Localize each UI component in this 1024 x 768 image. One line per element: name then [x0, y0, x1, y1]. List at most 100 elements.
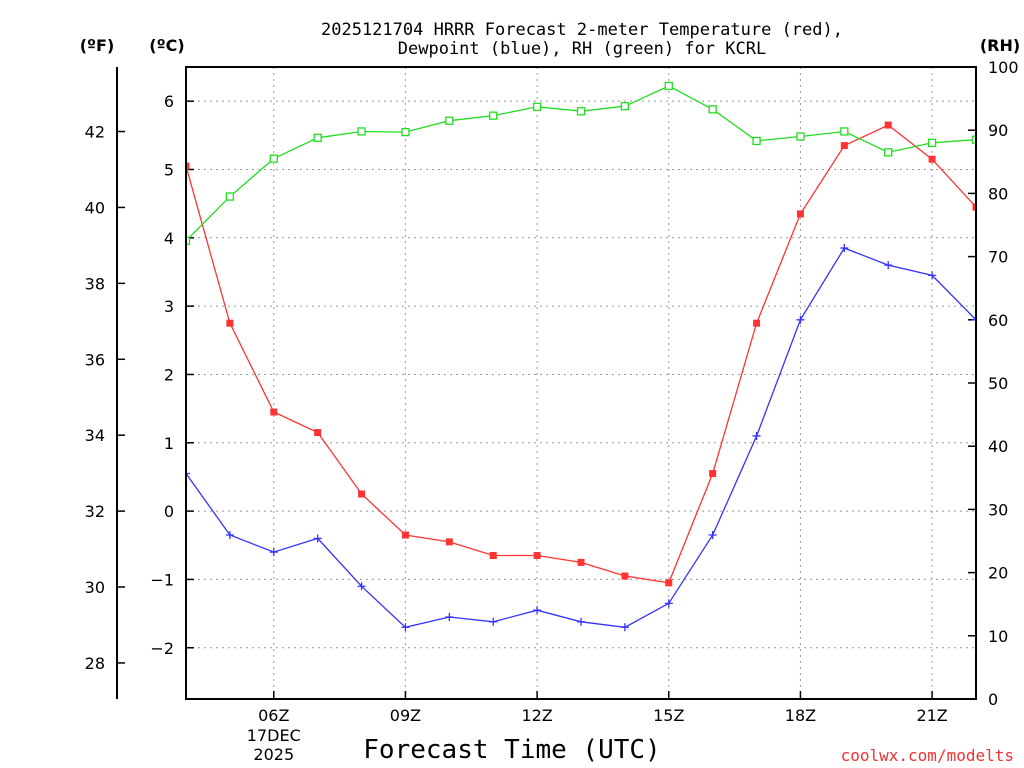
- fahrenheit-tick-label: 30: [85, 578, 105, 597]
- rh-tick-label: 100: [988, 58, 1019, 77]
- dewpoint-point: [313, 534, 322, 543]
- axes: 06Z 09Z 12Z 15Z 18Z 21Z17DEC2025−2−1012345628…: [85, 58, 1019, 764]
- data-series: [186, 81, 976, 632]
- fahrenheit-tick-label: 28: [85, 654, 105, 673]
- temperature-point: [270, 408, 278, 416]
- dewpoint-point: [664, 599, 673, 608]
- temperature-point: [884, 121, 892, 129]
- dewpoint-point: [928, 271, 937, 280]
- rh-tick-label: 10: [988, 627, 1008, 646]
- celsius-tick-label: 1: [164, 434, 174, 453]
- plot-frame: [185, 66, 977, 700]
- fahrenheit-unit-label: (ºF): [80, 36, 115, 55]
- x-tick-label: 15Z: [653, 706, 684, 725]
- fahrenheit-tick-label: 36: [85, 350, 105, 369]
- fahrenheit-tick-label: 32: [85, 502, 105, 521]
- rh-point: [927, 138, 937, 147]
- temperature-point: [577, 558, 585, 566]
- rh-tick-label: 40: [988, 437, 1008, 456]
- dewpoint-point: [840, 244, 849, 253]
- temperature-point: [489, 552, 497, 560]
- rh-point: [752, 136, 761, 146]
- x-tick-label: 18Z: [785, 706, 816, 725]
- dewpoint-point: [752, 431, 761, 440]
- rh-point: [620, 102, 630, 111]
- temperature-point: [753, 319, 761, 327]
- x-tick-label: 09Z: [390, 706, 421, 725]
- rh-tick-label: 50: [988, 374, 1008, 393]
- dewpoint-point: [577, 617, 585, 626]
- dewpoint-point: [445, 613, 454, 622]
- temperature-point: [401, 531, 409, 539]
- dewpoint-point: [401, 623, 410, 632]
- x-axis-label: Forecast Time (UTC): [363, 735, 660, 765]
- temperature-point: [840, 142, 848, 150]
- rh-tick-label: 0: [988, 690, 998, 709]
- dewpoint-point: [972, 315, 976, 324]
- fahrenheit-tick-label: 42: [85, 123, 105, 142]
- fahrenheit-tick-label: 40: [85, 198, 105, 217]
- dewpoint-point: [489, 617, 498, 626]
- celsius-tick-label: 4: [164, 229, 174, 248]
- rh-point: [445, 116, 454, 125]
- fahrenheit-tick-label: 38: [85, 274, 105, 293]
- rh-point: [186, 236, 191, 245]
- temperature-point: [226, 319, 234, 327]
- celsius-tick-label: 6: [164, 92, 174, 111]
- temperature-point: [186, 162, 190, 170]
- chart-title-line-2: Dewpoint (blue), RH (green) for KCRL: [398, 39, 766, 59]
- rh-point: [489, 111, 498, 120]
- dewpoint-point: [620, 623, 629, 632]
- dewpoint-point: [533, 606, 542, 615]
- celsius-tick-label: 3: [164, 297, 174, 316]
- temperature-point: [621, 572, 629, 580]
- grid-lines: [186, 67, 976, 699]
- rh-point: [664, 81, 673, 91]
- rh-point: [796, 132, 805, 141]
- dewpoint-point: [796, 315, 805, 324]
- temperature-point: [972, 203, 976, 211]
- x-tick-label: 06Z: [258, 706, 289, 725]
- temperature-point: [709, 470, 717, 478]
- chart-title-line-1: 2025121704 HRRR Forecast 2-meter Tempera…: [321, 20, 843, 40]
- rh-point: [884, 148, 893, 157]
- temperature-point: [445, 538, 453, 546]
- temperature-line: [186, 124, 976, 584]
- dewpoint-point: [884, 261, 893, 270]
- rh-point: [357, 127, 366, 136]
- temperature-point: [314, 429, 322, 437]
- celsius-unit-label: (ºC): [149, 36, 184, 55]
- rh-tick-label: 30: [988, 500, 1008, 519]
- celsius-tick-label: 5: [164, 160, 174, 179]
- rh-unit-label: (RH): [980, 36, 1020, 55]
- rh-tick-label: 60: [988, 311, 1008, 330]
- rh-tick-label: 90: [988, 121, 1008, 140]
- rh-point: [401, 127, 410, 137]
- dewpoint-point: [186, 469, 190, 478]
- temperature-point: [533, 552, 541, 560]
- rh-point: [313, 133, 322, 142]
- temperature-point: [358, 490, 366, 498]
- rh-point: [971, 135, 976, 144]
- rh-tick-label: 70: [988, 248, 1008, 267]
- fahrenheit-tick-label: 34: [85, 426, 105, 445]
- celsius-tick-label: 0: [164, 502, 174, 521]
- rh-tick-label: 80: [988, 184, 1008, 203]
- rh-point: [708, 105, 717, 114]
- rh-point: [225, 192, 235, 201]
- x-tick-label: 12Z: [521, 706, 552, 725]
- celsius-tick-label: 2: [164, 365, 174, 384]
- dewpoint-point: [357, 582, 366, 591]
- date-label-day: 17DEC: [247, 726, 301, 745]
- dewpoint-point: [269, 548, 278, 557]
- rh-point: [576, 107, 586, 116]
- rh-tick-label: 20: [988, 564, 1008, 583]
- source-credit: coolwx.com/modelts: [841, 746, 1014, 765]
- celsius-tick-label: −1: [150, 570, 174, 589]
- temperature-point: [665, 579, 673, 587]
- temperature-point: [796, 210, 804, 218]
- dewpoint-point: [225, 531, 234, 540]
- rh-point: [269, 154, 278, 163]
- celsius-tick-label: −2: [150, 639, 174, 658]
